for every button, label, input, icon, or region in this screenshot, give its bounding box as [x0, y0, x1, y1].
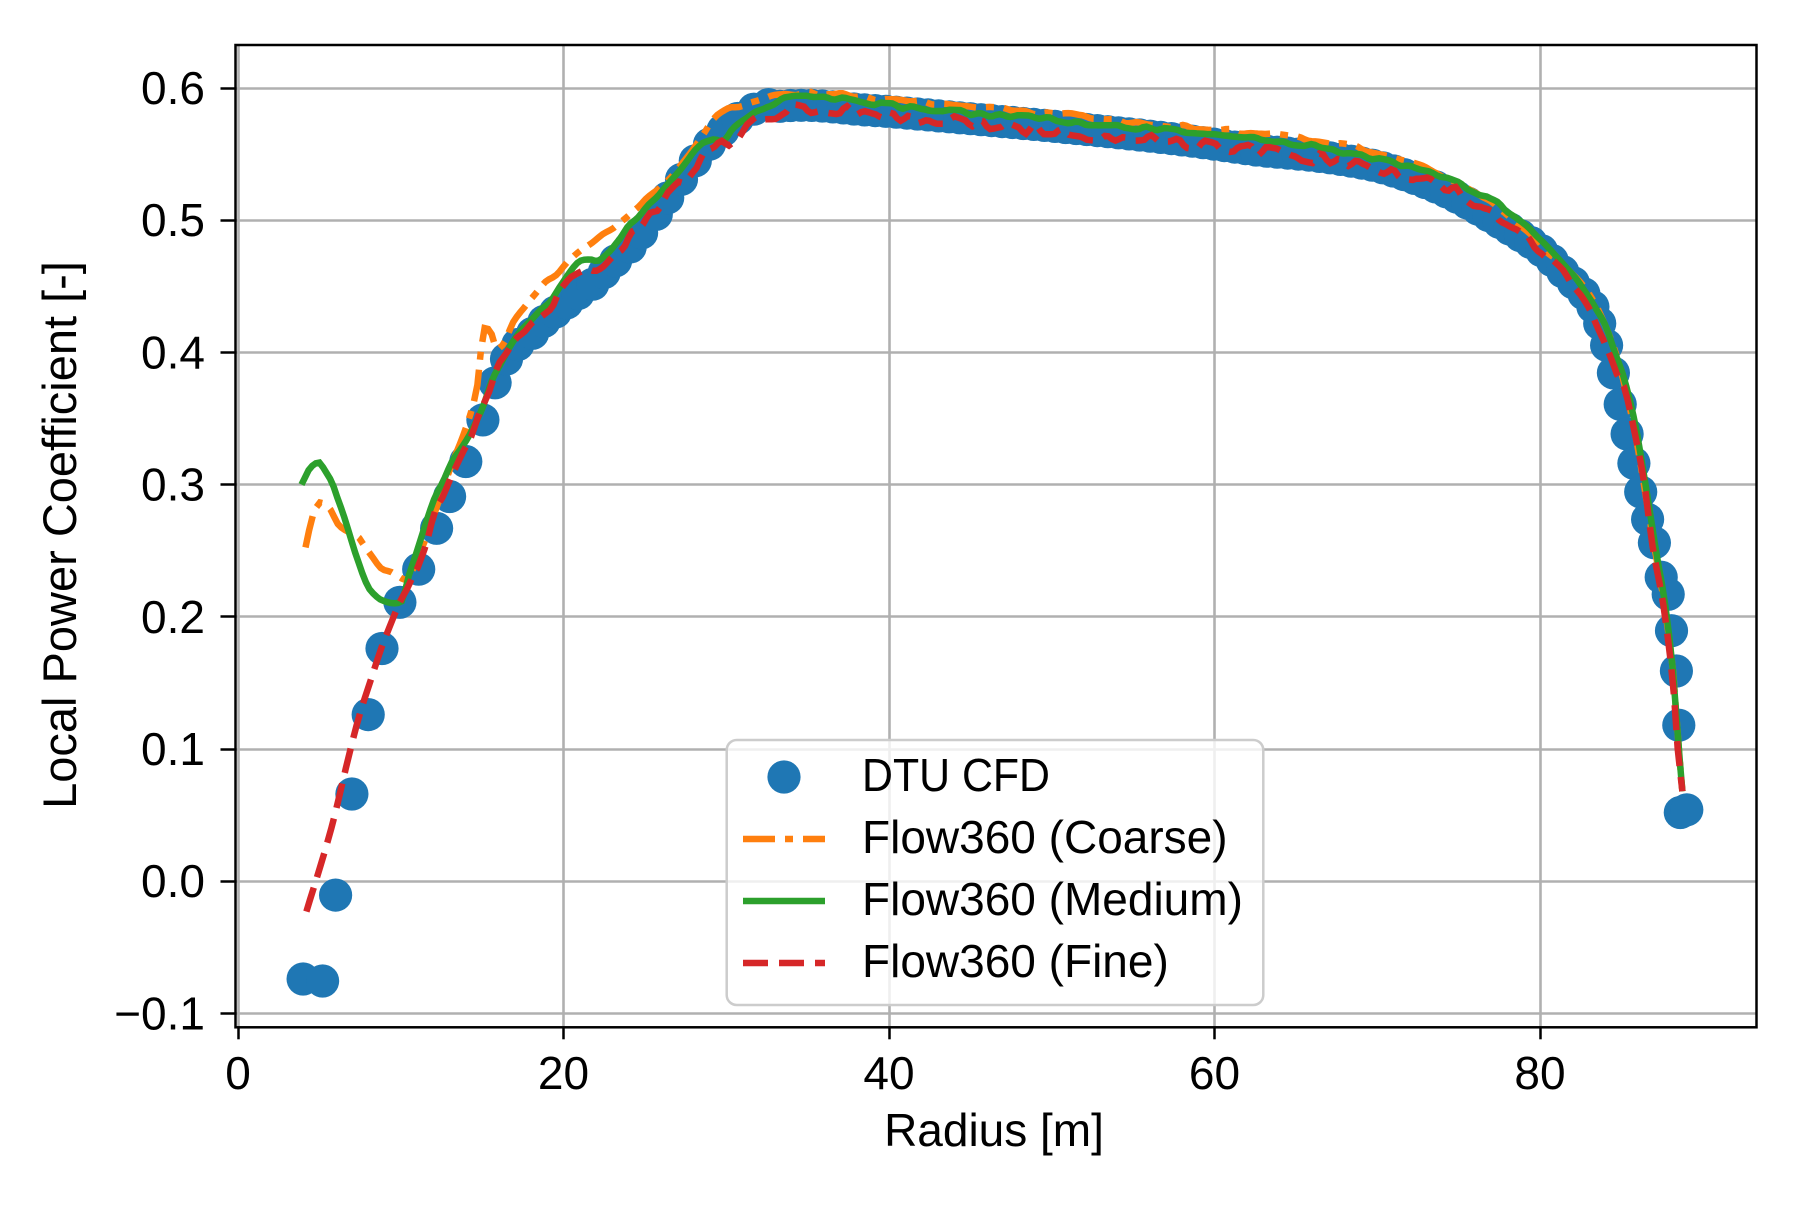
svg-text:Local Power Coefficient [-]: Local Power Coefficient [-]: [33, 261, 86, 809]
svg-text:0.5: 0.5: [141, 194, 205, 246]
svg-text:−0.1: −0.1: [114, 987, 205, 1039]
svg-text:20: 20: [538, 1047, 589, 1099]
svg-text:60: 60: [1189, 1047, 1240, 1099]
svg-text:0.1: 0.1: [141, 723, 205, 775]
svg-text:0: 0: [225, 1047, 251, 1099]
svg-text:0.4: 0.4: [141, 326, 205, 378]
svg-text:Flow360 (Medium): Flow360 (Medium): [862, 873, 1243, 925]
svg-text:80: 80: [1514, 1047, 1565, 1099]
svg-text:0.3: 0.3: [141, 459, 205, 511]
svg-text:Flow360 (Coarse): Flow360 (Coarse): [862, 811, 1228, 863]
svg-text:Flow360 (Fine): Flow360 (Fine): [862, 935, 1169, 987]
svg-text:0.2: 0.2: [141, 591, 205, 643]
svg-text:Radius [m]: Radius [m]: [884, 1104, 1104, 1156]
svg-text:0.6: 0.6: [141, 62, 205, 114]
svg-text:DTU CFD: DTU CFD: [862, 749, 1050, 801]
svg-text:40: 40: [863, 1047, 914, 1099]
svg-text:0.0: 0.0: [141, 855, 205, 907]
